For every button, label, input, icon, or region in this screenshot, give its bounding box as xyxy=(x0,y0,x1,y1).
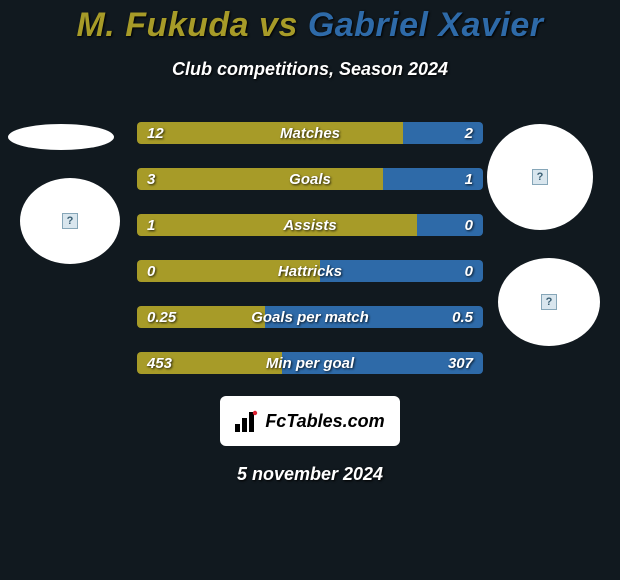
bar-right-fill xyxy=(417,214,483,236)
bar-right-fill xyxy=(403,122,483,144)
bar-row: 0.25Goals per match0.5 xyxy=(137,306,483,328)
bar-right-fill xyxy=(282,352,483,374)
bar-left-fill xyxy=(137,306,265,328)
circle-mid-right: ? xyxy=(498,258,600,346)
bar-right-fill xyxy=(265,306,483,328)
fctables-badge: FcTables.com xyxy=(220,396,400,446)
bars-icon xyxy=(235,410,259,432)
bar-row: 1Assists0 xyxy=(137,214,483,236)
bar-left-fill xyxy=(137,260,320,282)
title-player-right: Gabriel Xavier xyxy=(308,6,544,44)
circle-left: ? xyxy=(20,178,120,264)
bar-row: 3Goals1 xyxy=(137,168,483,190)
bar-left-fill xyxy=(137,168,383,190)
comparison-bars: 12Matches2 3Goals1 1Assists0 0Hattricks0 0.2… xyxy=(137,122,483,374)
bar-row: 0Hattricks0 xyxy=(137,260,483,282)
title-vs: vs xyxy=(249,6,308,44)
placeholder-image-icon: ? xyxy=(532,169,548,185)
badge-text: FcTables.com xyxy=(265,411,384,432)
date-text: 5 november 2024 xyxy=(0,464,620,485)
bar-left-fill xyxy=(137,352,282,374)
bar-row: 453Min per goal307 xyxy=(137,352,483,374)
placeholder-image-icon: ? xyxy=(541,294,557,310)
page-title: M. Fukuda vs Gabriel Xavier xyxy=(0,0,620,45)
circle-top-right: ? xyxy=(487,124,593,230)
title-player-left: M. Fukuda xyxy=(76,6,249,44)
bar-row: 12Matches2 xyxy=(137,122,483,144)
bar-left-fill xyxy=(137,122,403,144)
placeholder-image-icon: ? xyxy=(62,213,78,229)
bar-right-fill xyxy=(320,260,483,282)
bar-left-fill xyxy=(137,214,417,236)
bar-right-fill xyxy=(383,168,483,190)
ellipse-top-left xyxy=(8,124,114,150)
subtitle: Club competitions, Season 2024 xyxy=(0,59,620,80)
